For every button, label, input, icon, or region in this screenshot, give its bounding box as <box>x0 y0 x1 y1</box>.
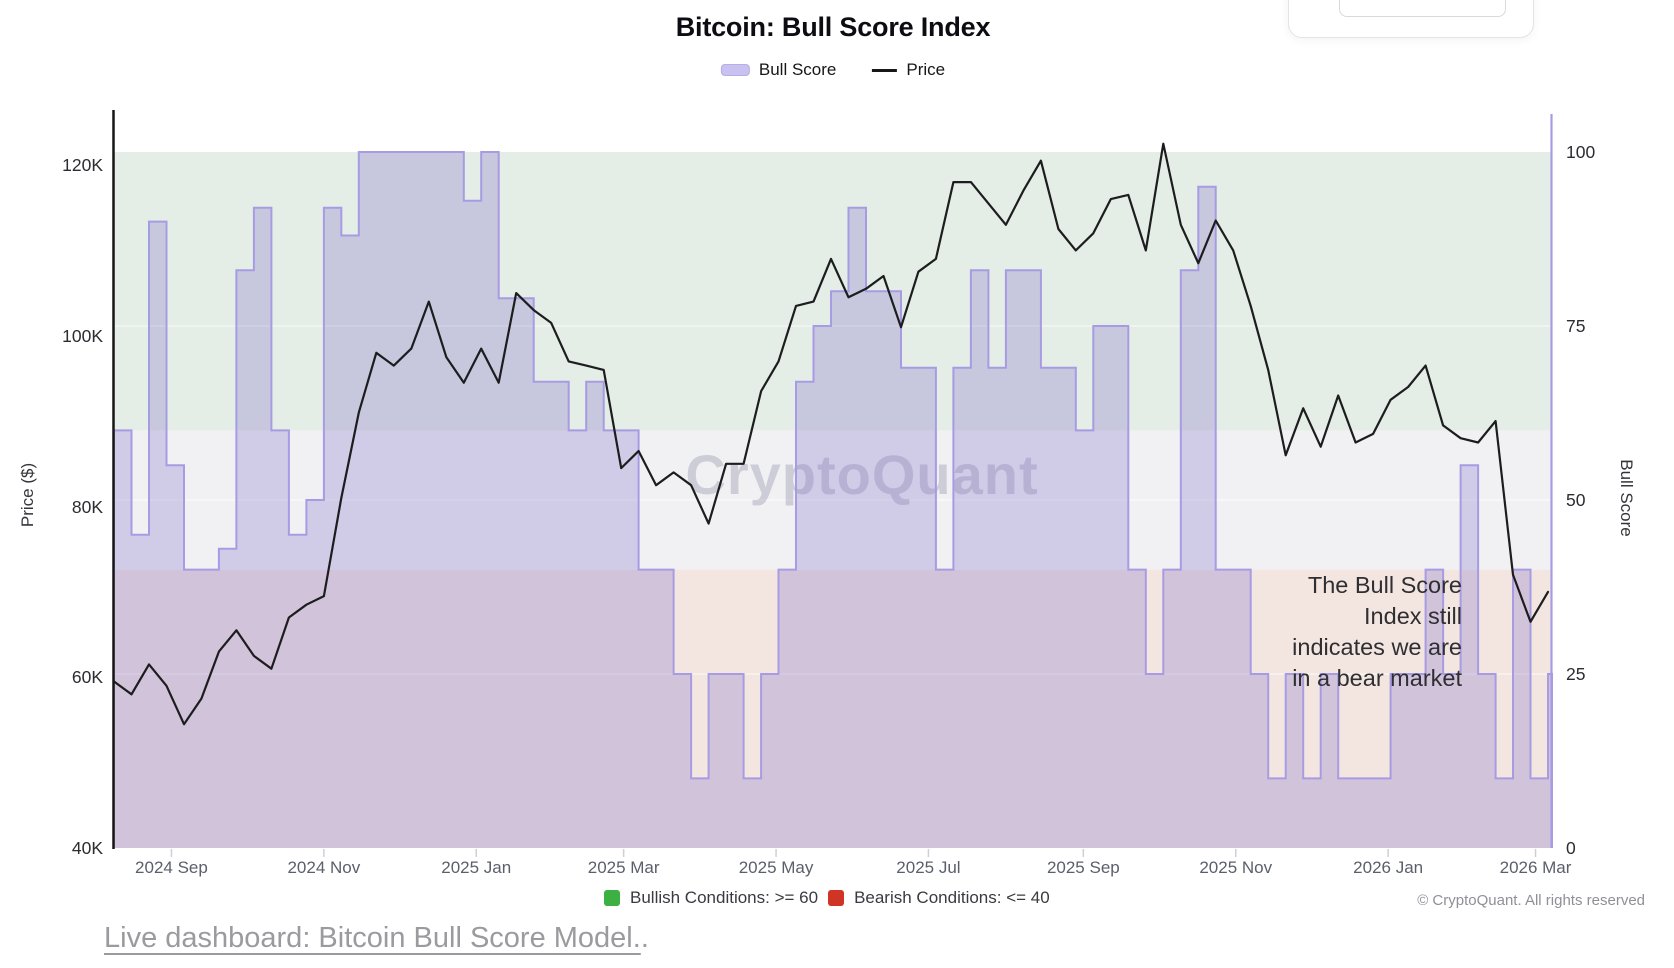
bear-market-annotation: The Bull Score Index still indicates we … <box>1292 572 1462 691</box>
x-tick-label: 2025 Jan <box>441 858 511 877</box>
right-axis-title: Bull Score <box>1617 459 1636 536</box>
data-series <box>112 142 1553 848</box>
cryptoquant-watermark: CryptoQuant <box>685 443 1038 506</box>
chart-legend: Bull Score Price <box>720 60 945 80</box>
bull-score-area <box>114 152 1552 848</box>
live-dashboard-link[interactable]: Live dashboard: Bitcoin Bull Score Model… <box>104 922 641 954</box>
interest-field[interactable]: Interest 1 of 1 <box>1339 0 1506 17</box>
x-tick-label: 2025 May <box>739 858 814 877</box>
right-axis-tick-100: 100 <box>1566 142 1595 162</box>
left-axis-tick-60K: 60K <box>72 667 103 687</box>
left-axis-tick-40K: 40K <box>72 838 103 858</box>
left-axis-tick-100K: 100K <box>62 326 103 346</box>
x-tick-label: 2025 Mar <box>588 858 660 877</box>
price-line <box>112 142 1550 726</box>
annotation-line-4: in a bear market <box>1292 665 1462 691</box>
annotation-line-2: Index still <box>1364 603 1462 629</box>
axes: 120K 100K 80K 60K 40K 100 75 50 25 0 2024 Sep 2024 … <box>62 110 1595 877</box>
left-axis-tick-120K: 120K <box>62 155 103 175</box>
background-bands <box>114 152 1552 848</box>
bearish-conditions-label: Bearish Conditions: <= 40 <box>854 888 1050 907</box>
link-suffix: . <box>640 922 649 954</box>
query-settings-card: Interest 1 of 1 <box>1288 0 1534 38</box>
x-tick-label: 2026 Mar <box>1500 858 1572 877</box>
x-tick-label: 2025 Nov <box>1199 858 1272 877</box>
bullish-square-icon <box>604 890 620 906</box>
right-axis-tick-0: 0 <box>1566 838 1576 858</box>
chart-title: Bitcoin: Bull Score Index <box>675 12 991 42</box>
x-tick-label: 2025 Sep <box>1047 858 1120 877</box>
x-tick-label: 2024 Nov <box>287 858 360 877</box>
interest-field-label: Interest <box>1352 0 1399 2</box>
bearish-square-icon <box>828 890 845 906</box>
band-bearish <box>114 569 1552 848</box>
right-axis-tick-75: 75 <box>1566 316 1585 336</box>
legend-item-bull-score[interactable]: Bull Score <box>720 60 837 80</box>
left-axis-tick-80K: 80K <box>72 497 103 517</box>
pager-indicator: 1 of 1 <box>1458 0 1493 2</box>
x-tick-label: 2024 Sep <box>135 858 208 877</box>
copyright-text: © CryptoQuant. All rights reserved <box>1417 892 1645 909</box>
gridlines <box>114 325 1552 675</box>
legend-item-price[interactable]: Price <box>872 60 945 80</box>
bullish-conditions-label: Bullish Conditions: >= 60 <box>630 888 819 907</box>
bull-score-swatch-icon <box>720 64 750 76</box>
x-tick-label: 2026 Jan <box>1353 858 1423 877</box>
legend-bull-score-label: Bull Score <box>758 60 837 79</box>
conditions-legend: Bullish Conditions: >= 60 Bearish Condit… <box>604 888 1050 908</box>
right-axis-tick-50: 50 <box>1566 490 1586 510</box>
annotation-line-3: indicates we are <box>1292 634 1462 660</box>
right-axis-tick-25: 25 <box>1566 664 1585 684</box>
x-tick-label: 2025 Jul <box>896 858 960 877</box>
price-line-swatch-icon <box>872 68 898 72</box>
live-dashboard-link-row: Live dashboard: Bitcoin Bull Score Model… <box>104 922 649 955</box>
left-axis-title: Price ($) <box>18 463 37 527</box>
bull-score-outline <box>113 151 1553 848</box>
legend-price-label: Price <box>906 60 946 79</box>
annotation-line-1: The Bull Score <box>1308 572 1462 598</box>
